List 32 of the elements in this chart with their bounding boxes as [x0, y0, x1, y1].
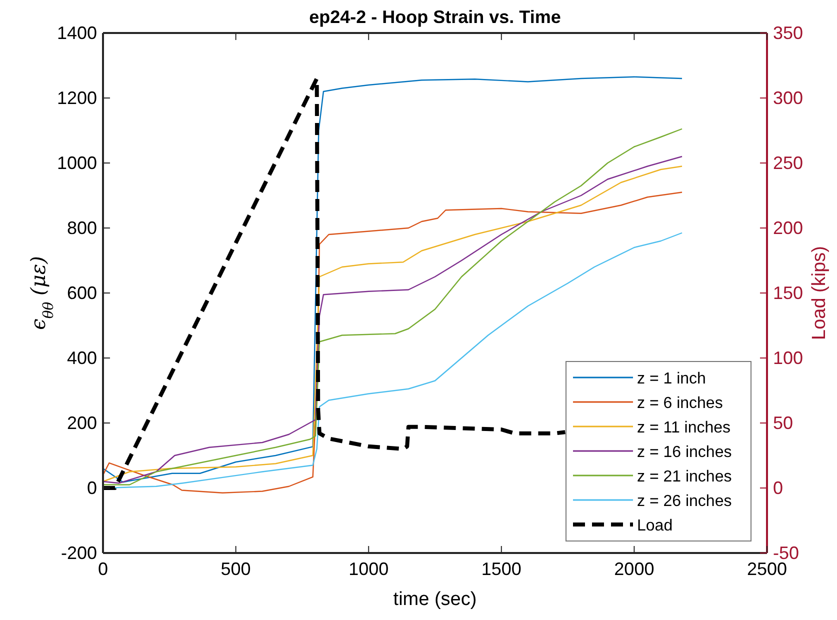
y-tick-label: 1400: [56, 23, 97, 43]
x-tick-label: 2000: [614, 559, 654, 579]
legend-label: z = 21 inches: [637, 468, 732, 486]
x-tick-label: 1000: [348, 559, 389, 579]
y2-axis-title: Load (kips): [809, 246, 830, 340]
y-tick-label: 400: [66, 348, 97, 368]
line-series: [101, 76, 568, 490]
y2-tick-label: 200: [773, 218, 804, 238]
y-tick-label: -200: [60, 543, 97, 563]
legend-label: z = 26 inches: [637, 493, 732, 510]
chart-title: ep24-2 - Hoop Strain vs. Time: [309, 7, 561, 27]
y-tick-label: 1000: [56, 153, 97, 173]
y-tick-label: 200: [66, 413, 97, 433]
x-tick-label: 500: [220, 559, 251, 579]
y2-tick-label: 50: [773, 413, 794, 433]
legend-label: Load: [637, 518, 673, 534]
y2-tick-label: 250: [773, 153, 804, 173]
x-tick-label: 1500: [481, 559, 522, 579]
y-tick-label: 800: [66, 218, 97, 238]
y2-tick-label: 0: [773, 478, 784, 498]
legend-label: z = 6 inches: [637, 395, 723, 412]
y-tick-label: 600: [66, 283, 97, 303]
y-tick-label: 0: [86, 478, 97, 498]
legend-label: z = 1 inch: [637, 370, 706, 388]
legend-label: z = 16 inches: [637, 444, 732, 461]
y2-tick-label: 350: [773, 23, 804, 43]
y2-tick-label: 150: [773, 283, 804, 303]
y-tick-label: 1200: [56, 88, 97, 108]
y2-tick-label: 300: [773, 88, 804, 108]
x-axis-title: time (sec): [393, 589, 477, 610]
legend-label: z = 11 inches: [637, 420, 731, 436]
y2-tick-label: 100: [773, 348, 804, 368]
